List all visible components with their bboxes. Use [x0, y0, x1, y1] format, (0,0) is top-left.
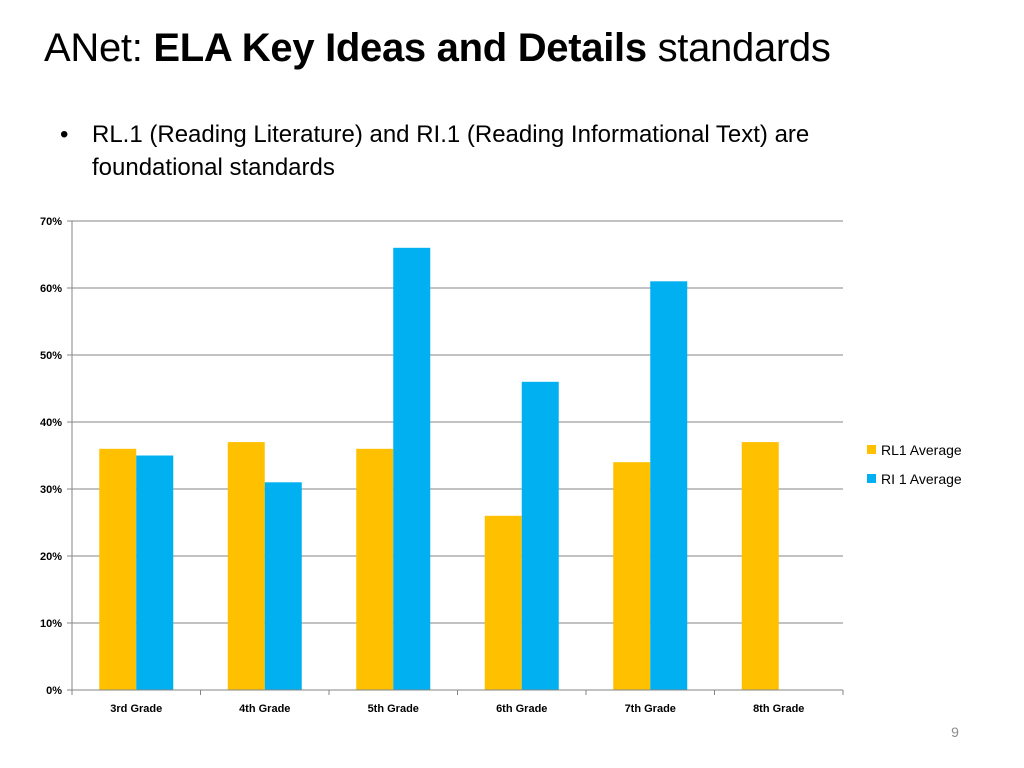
- bullet-item: • RL.1 (Reading Literature) and RI.1 (Rea…: [60, 118, 880, 184]
- x-axis-labels: 3rd Grade 4th Grade 5th Grade 6th Grade 7th …: [110, 703, 804, 715]
- y-tick-label: 30%: [40, 484, 62, 496]
- bar-rl1-4: [613, 462, 651, 690]
- gridlines: [72, 220, 843, 624]
- y-tick-label: 70%: [40, 216, 62, 228]
- bar-ri1-0: [136, 455, 174, 690]
- bullet-text: RL.1 (Reading Literature) and RI.1 (Read…: [92, 121, 810, 181]
- slide-title: ANet: ELA Key Ideas and Details standard…: [44, 26, 831, 71]
- axes: [67, 220, 844, 695]
- title-suffix: standards: [646, 26, 831, 70]
- slide-number: 9: [951, 724, 959, 740]
- y-tick-label: 60%: [40, 283, 62, 295]
- bullet-marker: •: [60, 121, 69, 148]
- legend: RL1 Average RI 1 Average: [867, 442, 962, 487]
- x-tick-label: 6th Grade: [496, 703, 547, 715]
- legend-label: RL1 Average: [881, 442, 962, 458]
- y-tick-label: 50%: [40, 350, 62, 362]
- y-tick-label: 10%: [40, 618, 62, 630]
- bar-ri1-4: [650, 281, 688, 690]
- x-tick-label: 7th Grade: [625, 703, 676, 715]
- x-tick-label: 8th Grade: [753, 703, 804, 715]
- bar-rl1-0: [99, 448, 137, 690]
- bar-ri1-3: [521, 381, 559, 690]
- bars: [99, 247, 779, 691]
- y-tick-label: 40%: [40, 417, 62, 429]
- title-bold: ELA Key Ideas and Details: [153, 26, 647, 70]
- x-tick-label: 5th Grade: [368, 703, 419, 715]
- bar-rl1-1: [227, 442, 265, 690]
- y-tick-label: 20%: [40, 551, 62, 563]
- bar-ri1-2: [393, 247, 431, 691]
- legend-swatch: [867, 474, 876, 483]
- x-tick-label: 3rd Grade: [110, 703, 162, 715]
- bar-rl1-2: [356, 448, 394, 690]
- y-tick-label: 0%: [46, 685, 62, 697]
- x-tick-label: 4th Grade: [239, 703, 290, 715]
- legend-label: RI 1 Average: [881, 471, 962, 487]
- bar-rl1-3: [484, 515, 522, 690]
- legend-swatch: [867, 445, 876, 454]
- title-prefix: ANet:: [44, 26, 154, 70]
- y-axis-labels: 0% 10% 20% 30% 40% 50% 60% 70%: [40, 216, 62, 697]
- bar-rl1-5: [741, 442, 779, 690]
- bar-ri1-1: [264, 482, 302, 690]
